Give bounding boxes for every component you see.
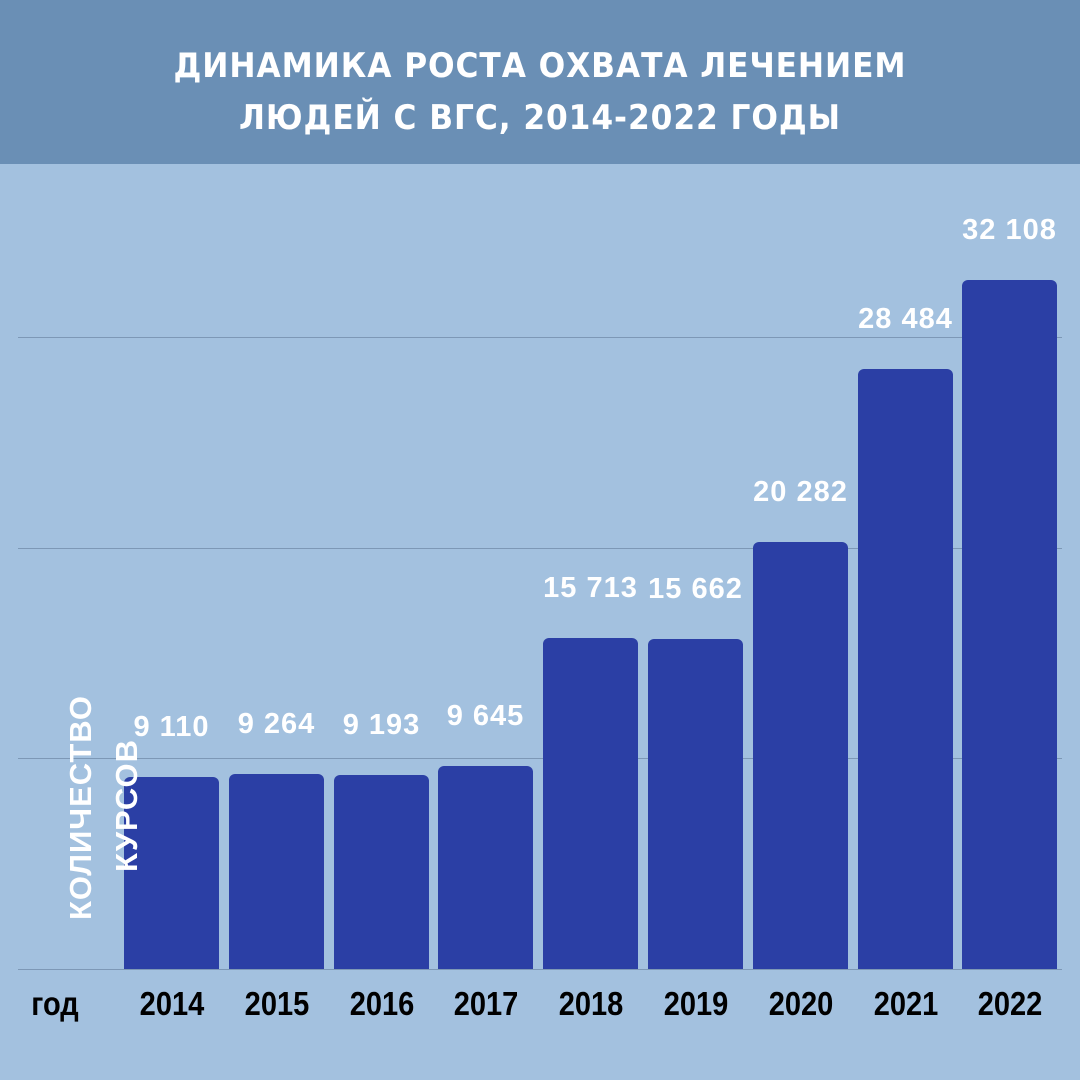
bar-2016 xyxy=(334,775,429,969)
y-axis-label-line-2: КУРСОВ xyxy=(109,739,144,872)
chart-header: ДИНАМИКА РОСТА ОХВАТА ЛЕЧЕНИЕМ ЛЮДЕЙ С В… xyxy=(0,0,1080,164)
value-label-2020: 20 282 xyxy=(753,476,848,508)
value-label-2018: 15 713 xyxy=(543,572,638,604)
chart-title-line-2: ЛЮДЕЙ С ВГС, 2014-2022 ГОДЫ xyxy=(239,98,841,138)
bar-2014 xyxy=(124,777,219,969)
bar-2015 xyxy=(229,774,324,969)
bar-2019 xyxy=(648,639,743,969)
bar-2017 xyxy=(438,766,533,969)
x-tick-2014: 2014 xyxy=(139,985,204,1022)
value-label-2016: 9 193 xyxy=(342,709,421,741)
bar-2020 xyxy=(753,542,848,969)
value-label-2017: 9 645 xyxy=(446,700,525,732)
gridline xyxy=(18,969,1062,970)
x-tick-2021: 2021 xyxy=(873,985,938,1022)
value-label-2015: 9 264 xyxy=(237,708,316,740)
gridline xyxy=(18,758,1062,759)
chart-title: ДИНАМИКА РОСТА ОХВАТА ЛЕЧЕНИЕМ ЛЮДЕЙ С В… xyxy=(43,40,1037,144)
x-tick-2020: 2020 xyxy=(768,985,833,1022)
bar-2021 xyxy=(858,369,953,969)
bar-2022 xyxy=(962,280,1057,969)
value-label-2019: 15 662 xyxy=(648,573,743,605)
x-axis-label: год xyxy=(31,985,79,1022)
y-axis-label-line-1: КОЛИЧЕСТВО xyxy=(63,694,98,920)
bar-2018 xyxy=(543,638,638,969)
chart-title-line-1: ДИНАМИКА РОСТА ОХВАТА ЛЕЧЕНИЕМ xyxy=(173,46,907,86)
x-tick-2015: 2015 xyxy=(244,985,309,1022)
value-label-2021: 28 484 xyxy=(858,303,953,335)
x-tick-2018: 2018 xyxy=(558,985,623,1022)
x-tick-2016: 2016 xyxy=(349,985,414,1022)
y-axis-label: КОЛИЧЕСТВО КУРСОВ xyxy=(58,660,150,920)
value-label-2022: 32 108 xyxy=(962,214,1057,246)
x-tick-2019: 2019 xyxy=(663,985,728,1022)
x-tick-2022: 2022 xyxy=(977,985,1042,1022)
gridline xyxy=(18,337,1062,338)
gridline xyxy=(18,548,1062,549)
value-label-2014: 9 110 xyxy=(133,711,210,743)
x-tick-2017: 2017 xyxy=(453,985,518,1022)
